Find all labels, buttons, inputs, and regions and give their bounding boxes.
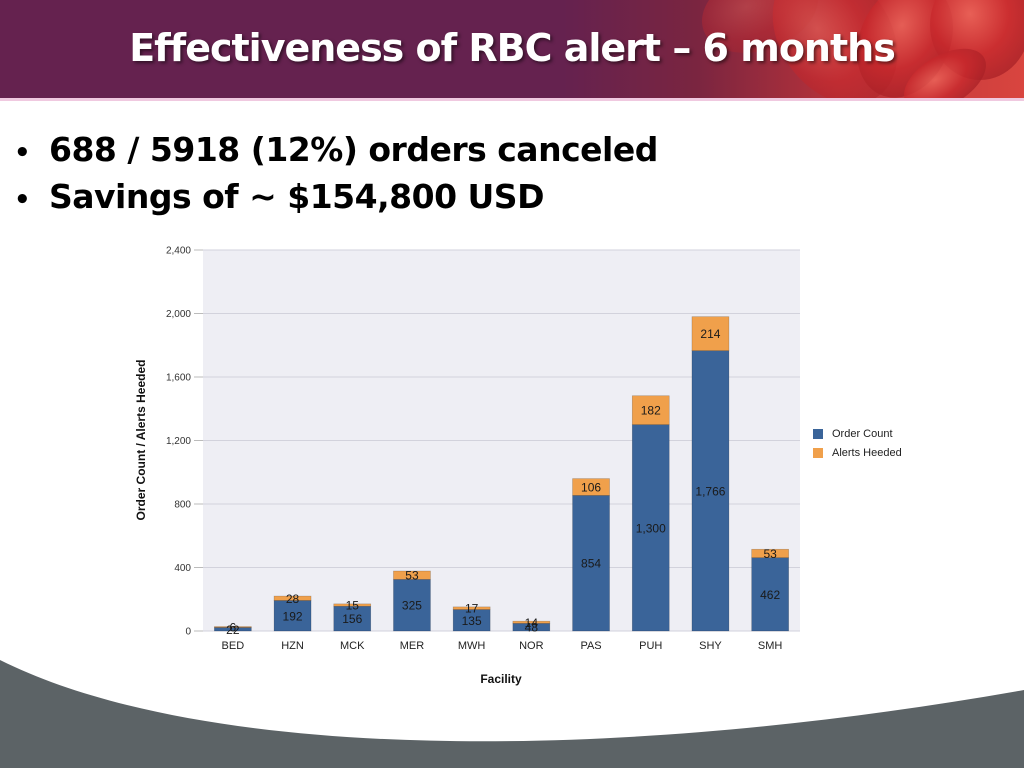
y-axis-ticks: 0 400 800 1,200 1,600 2,000 2,400 bbox=[166, 246, 203, 638]
bar-segment bbox=[452, 606, 491, 610]
x-tick-label: MCK bbox=[340, 640, 365, 652]
x-tick-label: HZN bbox=[281, 640, 304, 652]
data-label: 22 bbox=[226, 623, 240, 637]
data-label: 214 bbox=[700, 327, 720, 341]
legend-swatch bbox=[813, 447, 823, 458]
x-tick-label: SHY bbox=[699, 640, 722, 652]
bar-pas: 854 106 bbox=[572, 478, 610, 632]
data-label: 192 bbox=[283, 609, 303, 623]
x-tick-label: MWH bbox=[458, 640, 486, 652]
bar-segment bbox=[214, 626, 252, 628]
data-label: 53 bbox=[405, 569, 419, 583]
y-tick-label: 2,000 bbox=[166, 309, 191, 320]
bar-puh: 1,300 182 bbox=[631, 395, 670, 632]
data-label: 1,766 bbox=[695, 484, 725, 498]
bar-segment bbox=[333, 603, 372, 607]
data-label: 325 bbox=[402, 599, 422, 613]
y-tick-label: 1,200 bbox=[166, 436, 191, 447]
bar-segment bbox=[273, 600, 312, 632]
bar-segment bbox=[631, 424, 670, 632]
bullet-icon: • bbox=[14, 138, 31, 168]
bullet-icon: • bbox=[14, 185, 31, 215]
bar-segment bbox=[333, 605, 372, 632]
bar-bed: 226 bbox=[214, 621, 252, 637]
y-tick-label: 400 bbox=[174, 563, 191, 574]
data-label: 462 bbox=[760, 588, 780, 602]
bar-segment bbox=[512, 623, 551, 632]
y-tick-label: 800 bbox=[174, 500, 191, 511]
x-tick-label: MER bbox=[400, 640, 425, 652]
bottom-decorative-band bbox=[0, 660, 1024, 768]
legend-label: Alerts Heeded bbox=[832, 446, 902, 459]
data-label: 854 bbox=[581, 557, 601, 571]
slide-title: Effectiveness of RBC alert – 6 months bbox=[129, 26, 896, 70]
x-axis-ticks: BED HZN MCK MER MWH NOR PAS PUH SHY SMH bbox=[222, 640, 783, 652]
bar-segment bbox=[691, 350, 730, 632]
data-label: 15 bbox=[346, 599, 360, 613]
data-label: 135 bbox=[462, 614, 482, 628]
y-tick-label: 0 bbox=[185, 627, 191, 638]
bar-mer: 325 53 bbox=[393, 569, 431, 632]
x-tick-label: NOR bbox=[519, 640, 544, 652]
data-label: 28 bbox=[286, 592, 300, 606]
legend-swatch bbox=[813, 428, 823, 439]
bar-segment bbox=[572, 495, 610, 632]
bar-smh: 462 53 bbox=[751, 547, 789, 632]
bullet-item: • Savings of ~ $154,800 USD bbox=[14, 175, 658, 222]
bar-segment bbox=[512, 620, 551, 624]
bar-segment bbox=[751, 557, 789, 632]
y-tick-label: 1,600 bbox=[166, 373, 191, 384]
data-label: 17 bbox=[465, 602, 479, 616]
bar-segment bbox=[631, 395, 670, 425]
bar-segment bbox=[691, 316, 730, 351]
data-label: 1,300 bbox=[636, 521, 666, 535]
bullet-text: 688 / 5918 (12%) orders canceled bbox=[49, 130, 658, 169]
y-axis-label: Order Count / Alerts Heeded bbox=[134, 360, 148, 521]
bullet-item: • 688 / 5918 (12%) orders canceled bbox=[14, 128, 658, 175]
bar-segment bbox=[751, 548, 789, 558]
data-label: 14 bbox=[525, 616, 539, 630]
x-tick-label: PAS bbox=[580, 640, 601, 652]
bullet-list: • 688 / 5918 (12%) orders canceled • Savin… bbox=[14, 128, 658, 222]
x-axis-label: Facility bbox=[480, 672, 522, 686]
bar-shy: 1,766 214 bbox=[691, 316, 730, 632]
data-label: 106 bbox=[581, 481, 601, 495]
legend-item-alerts-heeded: Alerts Heeded bbox=[813, 443, 902, 462]
x-tick-label: BED bbox=[222, 640, 245, 652]
bar-segment bbox=[273, 595, 312, 601]
data-label: 53 bbox=[763, 547, 777, 561]
legend-item-order-count: Order Count bbox=[813, 424, 902, 443]
data-label: 6 bbox=[230, 621, 237, 635]
chart-legend: Order Count Alerts Heeded bbox=[813, 424, 902, 462]
x-tick-label: PUH bbox=[639, 640, 662, 652]
bar-segment bbox=[393, 570, 431, 580]
x-tick-label: SMH bbox=[758, 640, 783, 652]
legend-label: Order Count bbox=[832, 427, 893, 440]
data-label: 48 bbox=[525, 621, 539, 635]
data-label: 156 bbox=[342, 612, 362, 626]
y-tick-label: 2,400 bbox=[166, 246, 191, 257]
bullet-text: Savings of ~ $154,800 USD bbox=[49, 177, 544, 216]
slide-header: Effectiveness of RBC alert – 6 months bbox=[0, 0, 1024, 101]
data-label: 182 bbox=[641, 404, 661, 418]
bar-segment bbox=[572, 478, 610, 496]
